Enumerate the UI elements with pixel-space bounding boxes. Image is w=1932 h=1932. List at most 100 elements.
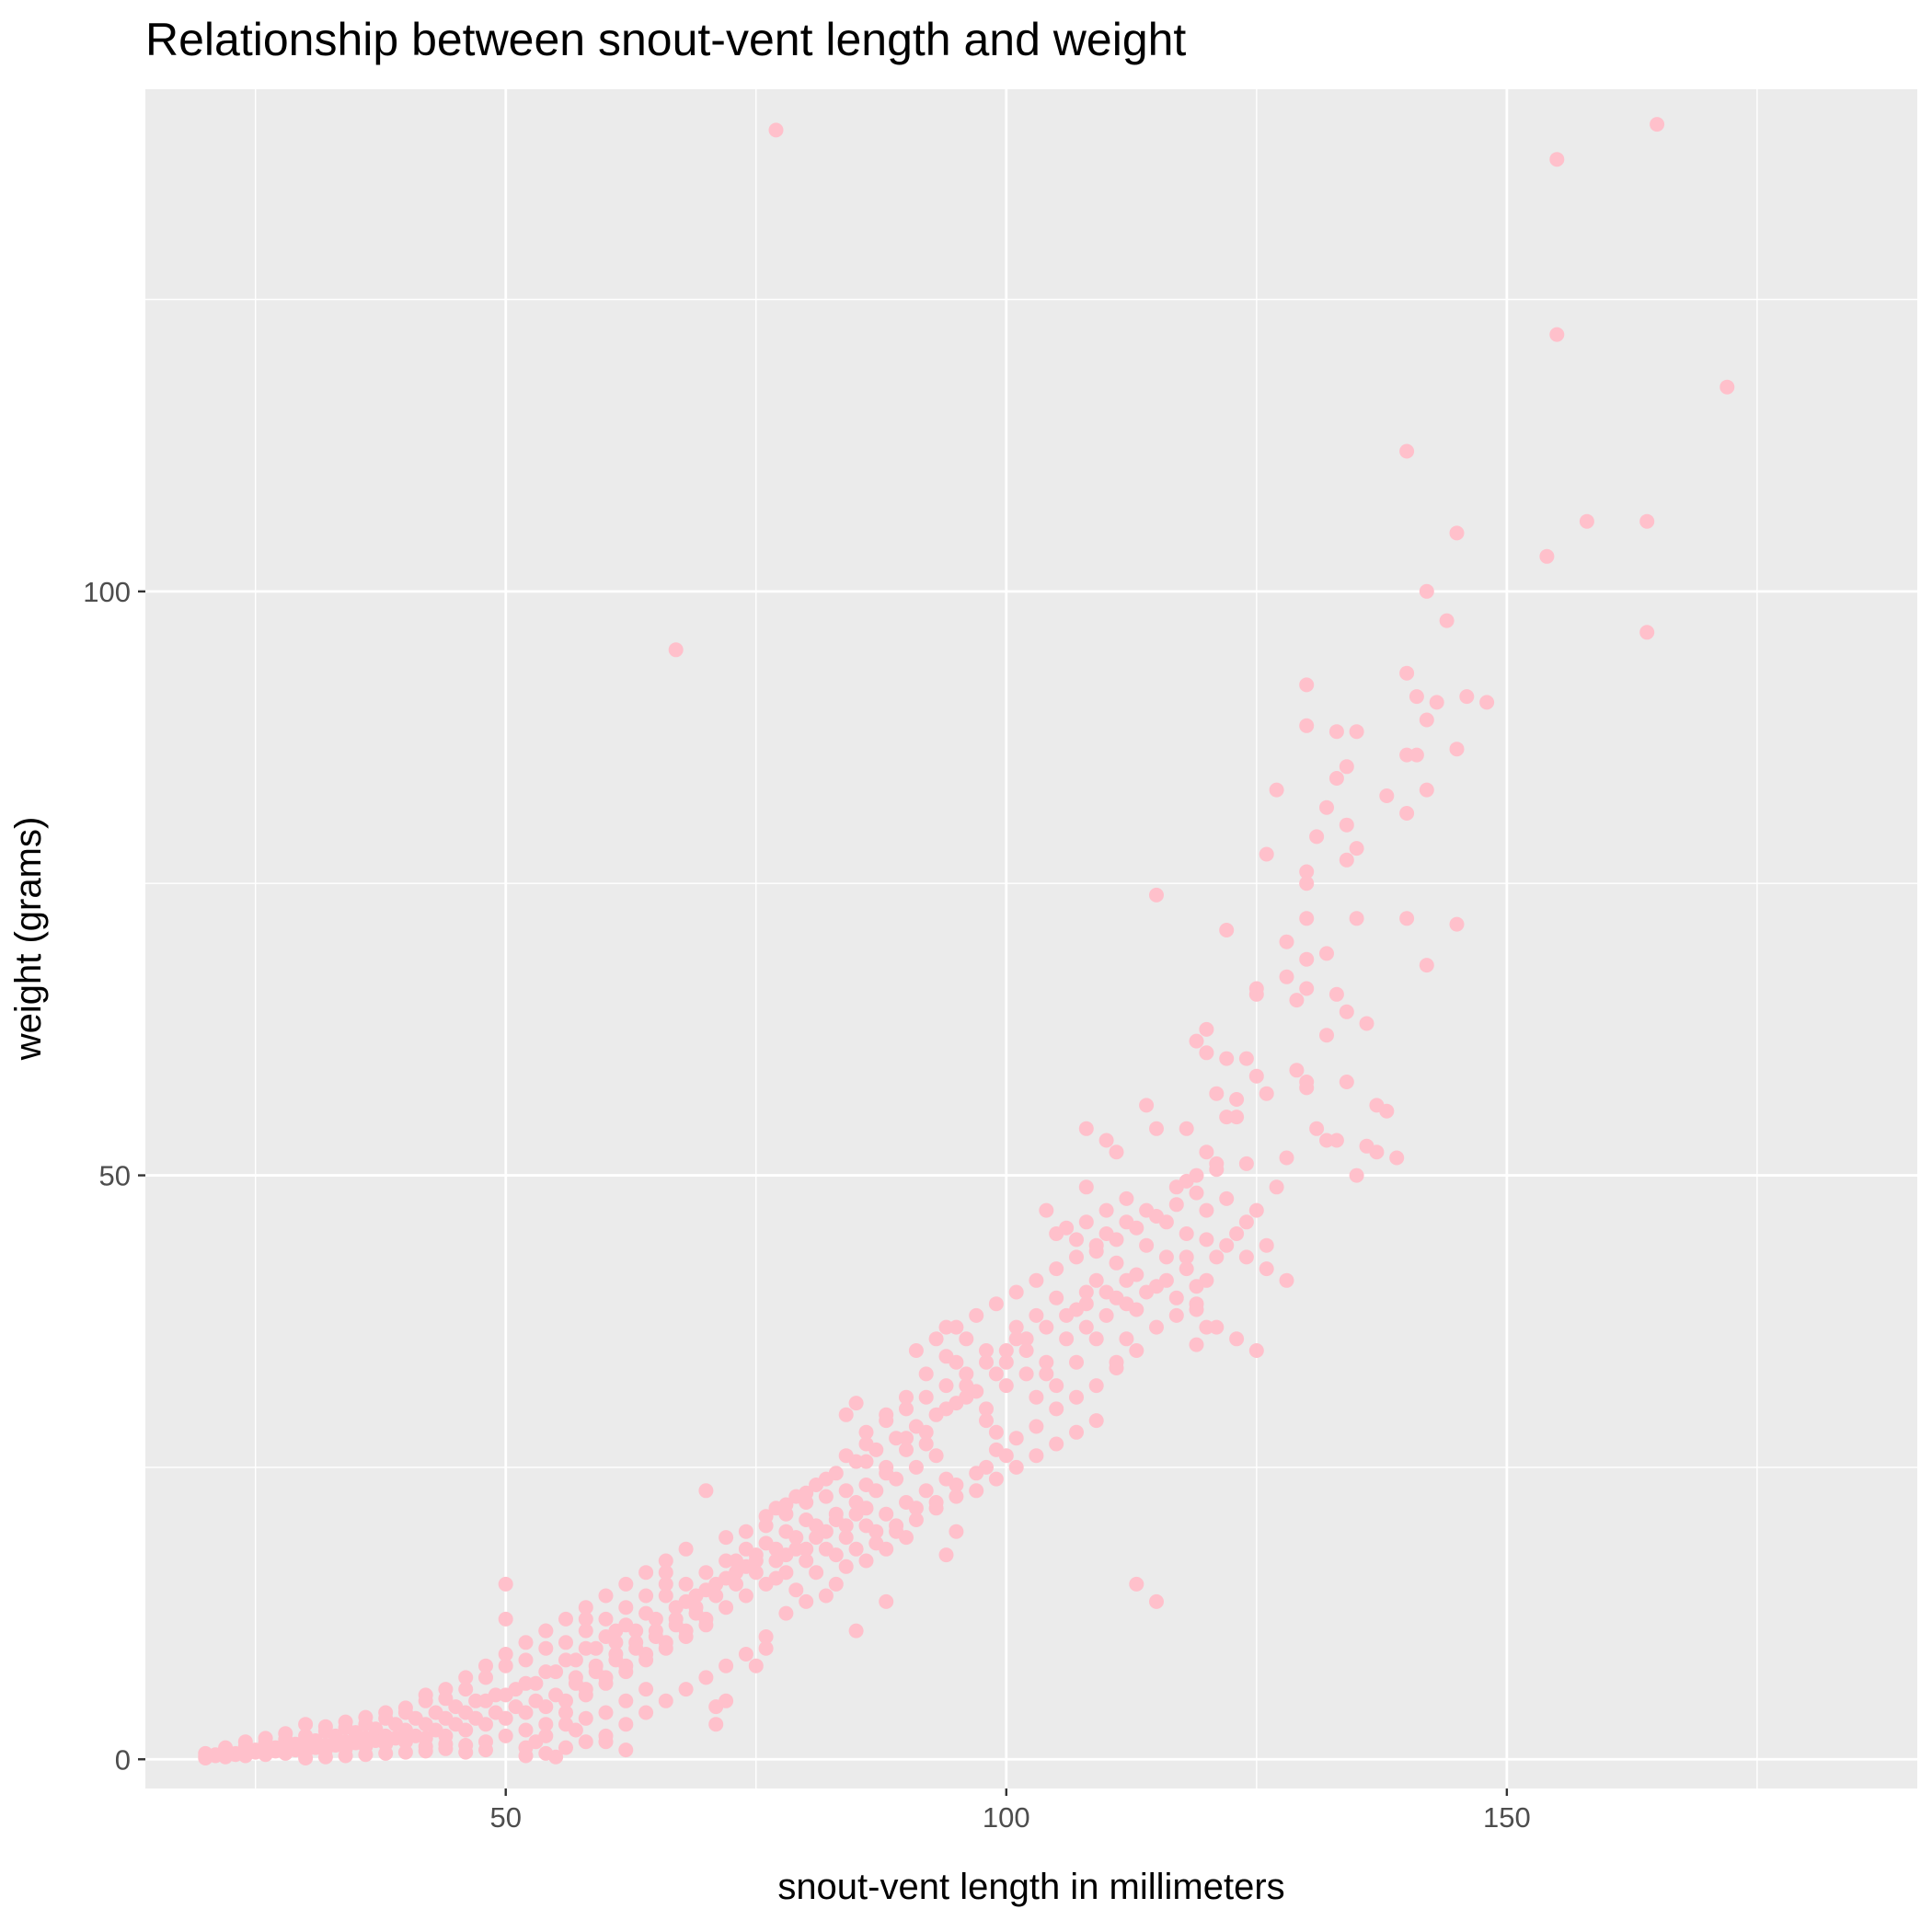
data-point <box>848 1541 864 1557</box>
data-point <box>949 1524 964 1539</box>
data-point <box>1299 951 1315 967</box>
data-point <box>1088 1237 1104 1253</box>
data-point <box>1078 1179 1094 1195</box>
data-point <box>918 1424 934 1440</box>
data-point <box>1209 1249 1225 1265</box>
x-axis-title: snout-vent length in millimeters <box>777 1867 1284 1907</box>
data-point <box>1259 1261 1274 1277</box>
data-point <box>938 1547 954 1563</box>
data-point <box>638 1705 654 1720</box>
data-point <box>848 1623 864 1639</box>
data-point <box>478 1670 493 1685</box>
data-point <box>1399 806 1415 821</box>
data-point <box>959 1366 974 1382</box>
data-point <box>1029 1272 1044 1288</box>
data-point <box>1149 1209 1164 1224</box>
data-point <box>1199 1202 1214 1218</box>
data-point <box>949 1489 964 1504</box>
data-point <box>1328 771 1344 786</box>
data-point <box>969 1307 984 1323</box>
data-point <box>899 1389 914 1405</box>
data-point <box>578 1640 593 1656</box>
data-point <box>788 1541 804 1557</box>
data-point <box>1008 1284 1024 1300</box>
data-point <box>397 1744 413 1760</box>
data-point <box>818 1471 834 1487</box>
data-point <box>338 1714 353 1730</box>
data-point <box>719 1553 734 1569</box>
data-point <box>638 1652 654 1668</box>
data-point <box>1259 846 1274 862</box>
data-point <box>708 1699 724 1715</box>
data-point <box>1579 513 1594 529</box>
data-point <box>418 1743 433 1759</box>
data-point <box>809 1565 824 1581</box>
data-point <box>548 1749 564 1765</box>
data-point <box>1088 1378 1104 1394</box>
data-point <box>1139 1284 1155 1300</box>
chart-title: Relationship between snout-vent length a… <box>145 14 1186 65</box>
data-point <box>338 1748 353 1764</box>
data-point <box>1419 958 1434 973</box>
data-point <box>678 1629 694 1644</box>
data-point <box>548 1687 564 1703</box>
data-point <box>1119 1331 1134 1347</box>
data-point <box>1719 379 1735 395</box>
data-point <box>858 1454 874 1469</box>
data-point <box>518 1652 534 1668</box>
data-point <box>1399 911 1415 926</box>
data-point <box>1158 1249 1174 1265</box>
data-point <box>538 1623 554 1639</box>
data-point <box>868 1524 884 1539</box>
data-point <box>1049 1378 1064 1394</box>
data-point <box>799 1553 814 1569</box>
major-gridlines <box>145 89 1917 1788</box>
data-point <box>918 1436 934 1452</box>
data-point <box>979 1354 994 1370</box>
data-point <box>1449 742 1465 757</box>
data-point <box>738 1524 753 1539</box>
data-point <box>1259 1237 1274 1253</box>
data-point <box>1029 1307 1044 1323</box>
data-point <box>899 1442 914 1457</box>
data-point <box>858 1501 874 1516</box>
data-point <box>338 1734 353 1750</box>
data-point <box>1149 1121 1164 1136</box>
data-point <box>908 1459 924 1475</box>
data-point <box>458 1705 474 1720</box>
data-point <box>879 1459 894 1475</box>
data-point <box>678 1541 694 1557</box>
data-point <box>899 1401 914 1417</box>
data-point <box>618 1576 634 1592</box>
data-point <box>889 1524 904 1539</box>
y-tick-label: 0 <box>115 1743 131 1776</box>
data-point <box>1449 916 1465 932</box>
data-point <box>738 1541 753 1557</box>
data-point <box>1238 1051 1254 1066</box>
data-point <box>1349 911 1364 926</box>
data-point <box>658 1588 673 1604</box>
data-point <box>558 1705 573 1720</box>
data-point <box>237 1744 253 1760</box>
data-point <box>1219 1051 1235 1066</box>
data-point <box>778 1605 794 1621</box>
data-point <box>598 1675 614 1691</box>
data-point <box>1639 625 1655 640</box>
data-point <box>278 1726 293 1742</box>
data-point <box>879 1506 894 1522</box>
data-point <box>498 1576 513 1592</box>
data-point <box>1168 1179 1184 1195</box>
data-point <box>658 1576 673 1592</box>
data-point <box>1049 1401 1064 1417</box>
data-point <box>959 1331 974 1347</box>
data-point <box>378 1728 394 1743</box>
data-point <box>908 1512 924 1527</box>
data-point <box>358 1747 374 1763</box>
data-point <box>748 1658 764 1673</box>
data-point <box>1059 1331 1075 1347</box>
data-point <box>1039 1366 1054 1382</box>
data-point <box>918 1366 934 1382</box>
data-point <box>458 1682 474 1697</box>
data-point <box>879 1593 894 1609</box>
data-point <box>1359 1016 1374 1031</box>
